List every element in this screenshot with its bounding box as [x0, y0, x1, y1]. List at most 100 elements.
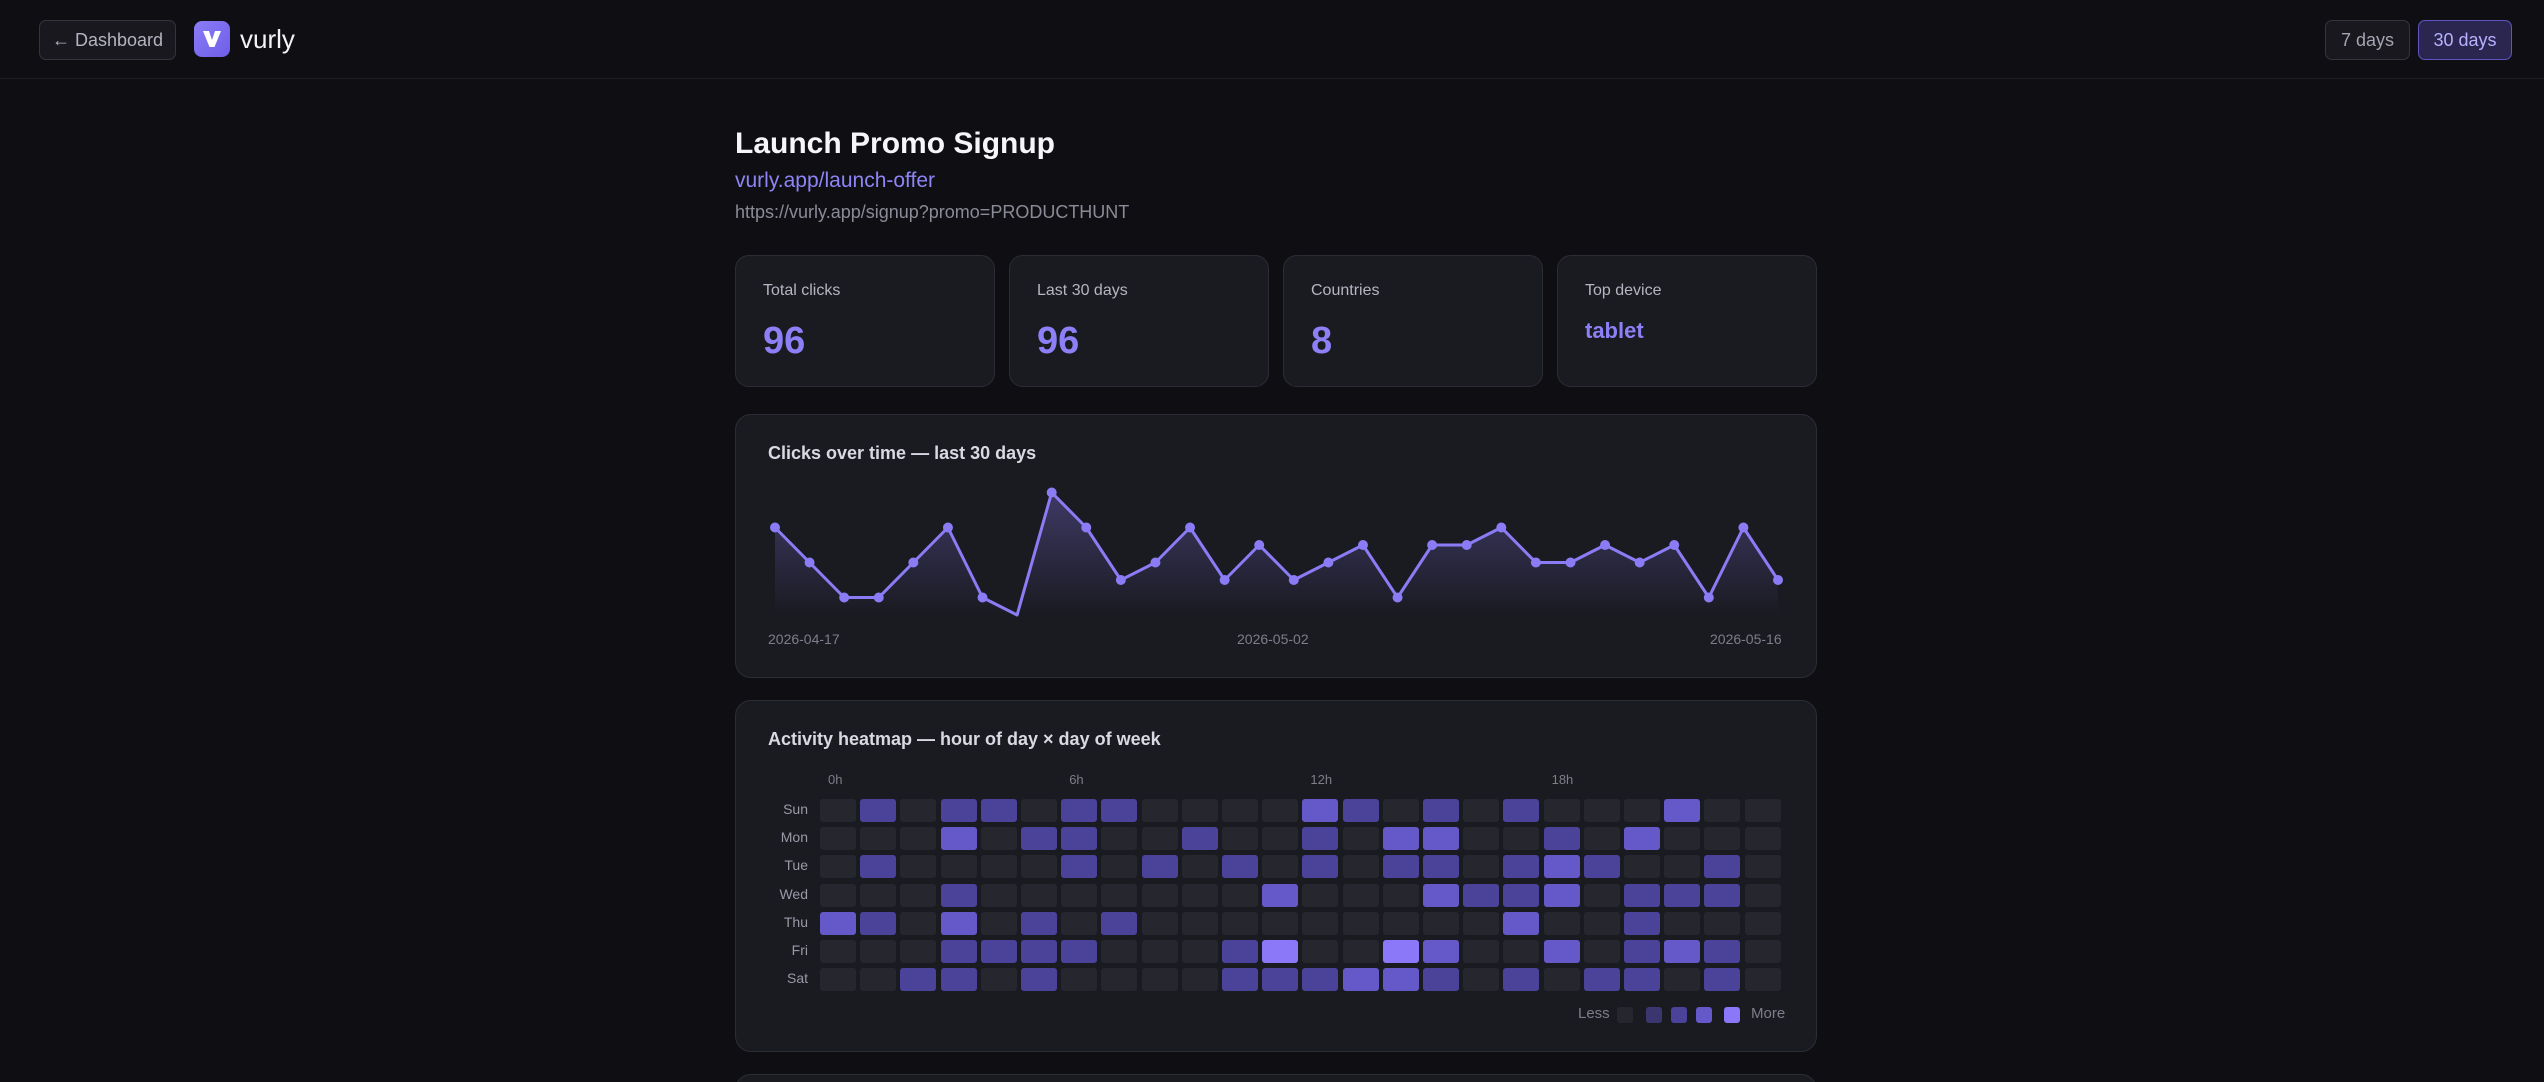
heatmap-cell[interactable]: [860, 883, 897, 907]
heatmap-cell[interactable]: [1583, 911, 1620, 935]
heatmap-cell[interactable]: [1423, 799, 1459, 822]
heatmap-cell[interactable]: [1302, 855, 1339, 879]
heatmap-cell[interactable]: [1624, 968, 1660, 992]
heatmap-cell[interactable]: [980, 827, 1017, 851]
heatmap-cell[interactable]: [1222, 827, 1258, 851]
heatmap-cell[interactable]: [1222, 911, 1258, 935]
heatmap-cell[interactable]: [1664, 855, 1701, 879]
heatmap-cell[interactable]: [1463, 911, 1500, 935]
heatmap-cell[interactable]: [900, 799, 937, 822]
heatmap-cell[interactable]: [1463, 799, 1500, 822]
heatmap-cell[interactable]: [1262, 968, 1299, 992]
heatmap-cell[interactable]: [1382, 968, 1419, 992]
heatmap-cell[interactable]: [1181, 968, 1218, 992]
heatmap-cell[interactable]: [1382, 855, 1419, 879]
heatmap-cell[interactable]: [940, 968, 977, 992]
heatmap-cell[interactable]: [1342, 911, 1379, 935]
heatmap-cell[interactable]: [820, 968, 856, 992]
heatmap-cell[interactable]: [1181, 799, 1218, 822]
heatmap-cell[interactable]: [1382, 883, 1419, 907]
heatmap-cell[interactable]: [1382, 799, 1419, 822]
heatmap-cell[interactable]: [980, 940, 1017, 963]
heatmap-cell[interactable]: [1624, 940, 1660, 963]
heatmap-cell[interactable]: [1101, 968, 1138, 992]
heatmap-cell[interactable]: [940, 799, 977, 822]
heatmap-cell[interactable]: [1141, 968, 1178, 992]
heatmap-cell[interactable]: [1021, 855, 1057, 879]
heatmap-cell[interactable]: [940, 827, 977, 851]
heatmap-cell[interactable]: [1262, 827, 1299, 851]
heatmap-cell[interactable]: [860, 940, 897, 963]
heatmap-cell[interactable]: [1583, 799, 1620, 822]
heatmap-cell[interactable]: [1463, 940, 1500, 963]
heatmap-cell[interactable]: [1262, 883, 1299, 907]
heatmap-cell[interactable]: [1744, 799, 1781, 822]
back-to-dashboard-button[interactable]: ← Dashboard: [39, 20, 176, 60]
heatmap-cell[interactable]: [1543, 827, 1580, 851]
heatmap-cell[interactable]: [900, 940, 937, 963]
heatmap-cell[interactable]: [1061, 855, 1098, 879]
heatmap-cell[interactable]: [1463, 827, 1500, 851]
heatmap-cell[interactable]: [1141, 883, 1178, 907]
heatmap-cell[interactable]: [1543, 855, 1580, 879]
heatmap-cell[interactable]: [1704, 968, 1741, 992]
heatmap-cell[interactable]: [1463, 855, 1500, 879]
heatmap-cell[interactable]: [1061, 968, 1098, 992]
heatmap-cell[interactable]: [1583, 968, 1620, 992]
heatmap-cell[interactable]: [900, 883, 937, 907]
heatmap-cell[interactable]: [980, 911, 1017, 935]
heatmap-cell[interactable]: [1624, 799, 1660, 822]
heatmap-cell[interactable]: [1503, 968, 1540, 992]
heatmap-cell[interactable]: [900, 827, 937, 851]
heatmap-cell[interactable]: [1181, 911, 1218, 935]
heatmap-cell[interactable]: [1664, 827, 1701, 851]
heatmap-cell[interactable]: [1664, 940, 1701, 963]
heatmap-cell[interactable]: [1302, 883, 1339, 907]
heatmap-cell[interactable]: [1181, 855, 1218, 879]
heatmap-cell[interactable]: [1744, 911, 1781, 935]
heatmap-cell[interactable]: [1664, 883, 1701, 907]
heatmap-cell[interactable]: [1061, 827, 1098, 851]
heatmap-cell[interactable]: [1181, 827, 1218, 851]
heatmap-cell[interactable]: [900, 855, 937, 879]
heatmap-cell[interactable]: [1302, 940, 1339, 963]
heatmap-cell[interactable]: [1423, 855, 1459, 879]
heatmap-cell[interactable]: [1382, 911, 1419, 935]
heatmap-cell[interactable]: [1101, 940, 1138, 963]
range-7-days-button[interactable]: 7 days: [2325, 20, 2410, 60]
heatmap-cell[interactable]: [1503, 883, 1540, 907]
heatmap-cell[interactable]: [1624, 883, 1660, 907]
heatmap-cell[interactable]: [1423, 940, 1459, 963]
heatmap-cell[interactable]: [1423, 911, 1459, 935]
heatmap-cell[interactable]: [860, 968, 897, 992]
heatmap-cell[interactable]: [1543, 968, 1580, 992]
heatmap-cell[interactable]: [1101, 883, 1138, 907]
heatmap-cell[interactable]: [1141, 827, 1178, 851]
heatmap-cell[interactable]: [1222, 883, 1258, 907]
heatmap-cell[interactable]: [1061, 940, 1098, 963]
heatmap-cell[interactable]: [1704, 940, 1741, 963]
heatmap-cell[interactable]: [1061, 883, 1098, 907]
heatmap-cell[interactable]: [1624, 827, 1660, 851]
heatmap-cell[interactable]: [1342, 855, 1379, 879]
heatmap-cell[interactable]: [1222, 968, 1258, 992]
heatmap-cell[interactable]: [820, 855, 856, 879]
heatmap-cell[interactable]: [820, 827, 856, 851]
heatmap-cell[interactable]: [1423, 827, 1459, 851]
heatmap-cell[interactable]: [820, 799, 856, 822]
heatmap-cell[interactable]: [1061, 799, 1098, 822]
heatmap-cell[interactable]: [940, 911, 977, 935]
heatmap-cell[interactable]: [1503, 940, 1540, 963]
heatmap-cell[interactable]: [1624, 855, 1660, 879]
heatmap-cell[interactable]: [1342, 799, 1379, 822]
heatmap-cell[interactable]: [1664, 911, 1701, 935]
heatmap-cell[interactable]: [1302, 968, 1339, 992]
brand-name[interactable]: vurly: [240, 24, 295, 54]
heatmap-cell[interactable]: [940, 940, 977, 963]
heatmap-cell[interactable]: [1463, 968, 1500, 992]
heatmap-cell[interactable]: [1021, 968, 1057, 992]
heatmap-cell[interactable]: [1543, 883, 1580, 907]
heatmap-cell[interactable]: [1061, 911, 1098, 935]
heatmap-cell[interactable]: [1342, 883, 1379, 907]
heatmap-cell[interactable]: [1704, 883, 1741, 907]
